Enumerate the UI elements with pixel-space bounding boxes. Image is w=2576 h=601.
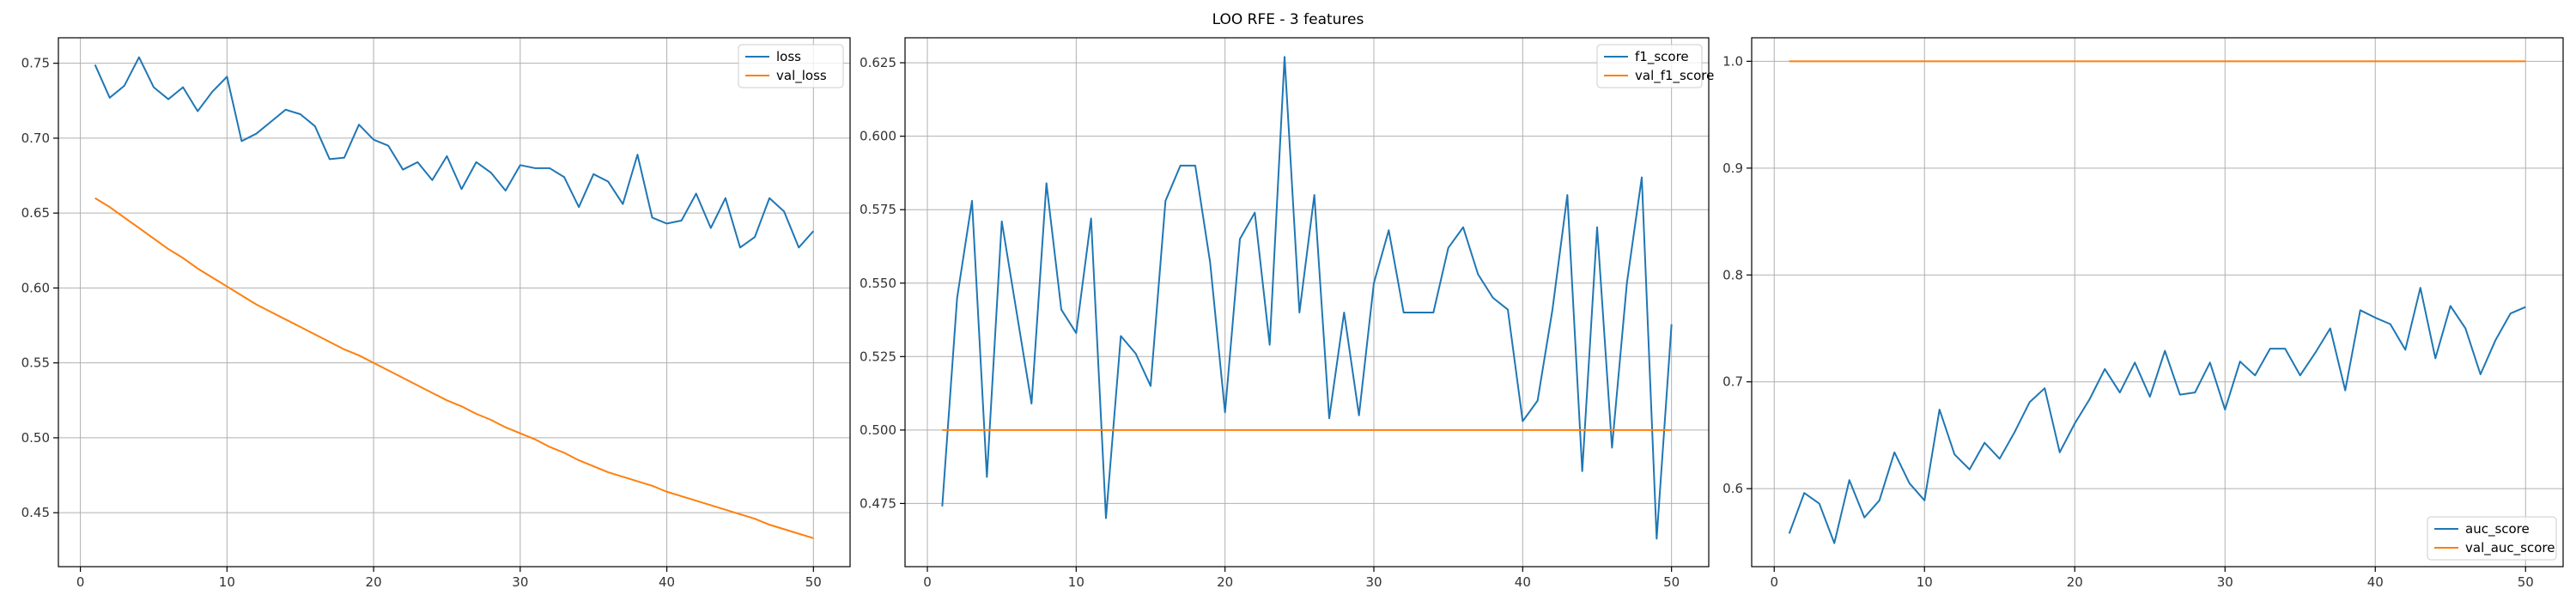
- x-tick-label: 40: [659, 574, 675, 590]
- y-tick-label: 0.550: [860, 276, 896, 291]
- y-tick-label: 0.6: [1722, 481, 1743, 496]
- y-tick-label: 0.9: [1722, 161, 1743, 176]
- y-tick-label: 0.8: [1722, 267, 1743, 282]
- x-tick-label: 0: [76, 574, 85, 590]
- x-tick-label: 0: [923, 574, 932, 590]
- y-tick-label: 0.75: [21, 56, 50, 71]
- series-line-f1-score: [941, 56, 1673, 540]
- y-tick-label: 0.625: [860, 55, 896, 70]
- legend: loss val_loss: [738, 44, 844, 88]
- y-tick-label: 0.525: [860, 349, 896, 364]
- legend-entry-loss: loss: [776, 49, 801, 64]
- legend: f1_score val_f1_score: [1596, 44, 1714, 88]
- y-tick-label: 0.7: [1722, 374, 1743, 390]
- x-tick-label: 50: [2518, 574, 2534, 590]
- chart-panel-2: 0 10 20 30 40 50 0.475 0.500 0.525 0.550 0.575 0.60…: [860, 37, 1714, 590]
- axes-frame: [58, 37, 851, 568]
- x-tick-label: 40: [1515, 574, 1531, 590]
- y-tick-label: 0.60: [21, 280, 50, 295]
- x-tick-label: 20: [366, 574, 382, 590]
- x-tick-label: 10: [1917, 574, 1933, 590]
- chart-panel-3: 0 10 20 30 40 50 0.6 0.7 0.8 0.9 1.0 auc_score val_a…: [1722, 37, 2564, 590]
- x-tick-label: 10: [1068, 574, 1084, 590]
- y-tick-label: 0.500: [860, 422, 896, 438]
- y-tick-label: 0.600: [860, 129, 896, 144]
- axes-frame: [1751, 37, 2564, 568]
- legend-box: [738, 44, 844, 88]
- y-tick-label: 0.55: [21, 355, 50, 371]
- legend-box: [2427, 516, 2557, 561]
- legend-entry-val-f1-score: val_f1_score: [1635, 68, 1714, 84]
- x-tick-label: 0: [1770, 574, 1778, 590]
- y-tick-label: 1.0: [1722, 53, 1743, 69]
- figure-title: LOO RFE - 3 features: [1212, 11, 1364, 28]
- series-line-loss: [94, 56, 815, 249]
- legend-entry-auc-score: auc_score: [2465, 521, 2530, 537]
- x-tick-label: 20: [1217, 574, 1233, 590]
- legend-entry-val-auc-score: val_auc_score: [2465, 540, 2555, 556]
- series-line-val-loss: [94, 197, 814, 539]
- y-tick-label: 0.50: [21, 430, 50, 446]
- x-tick-label: 30: [2217, 574, 2233, 590]
- y-tick-label: 0.65: [21, 205, 50, 221]
- x-tick-label: 30: [512, 574, 528, 590]
- x-tick-label: 10: [219, 574, 235, 590]
- chart-panels: 0 10 20 30 40 500.450.500.550.600.650.700.75 l…: [21, 37, 2564, 590]
- legend-entry-val-loss: val_loss: [776, 68, 827, 84]
- x-tick-label: 50: [1663, 574, 1680, 590]
- y-tick-label: 0.475: [860, 495, 896, 511]
- y-tick-label: 0.575: [860, 202, 896, 217]
- chart-panel-1: 0 10 20 30 40 50 0.45 0.50 0.55 0.60 0.65 0.70 0.75 l…: [21, 37, 851, 590]
- y-tick-label: 0.45: [21, 505, 50, 520]
- axes-frame: [904, 37, 1710, 568]
- x-tick-label: 40: [2367, 574, 2384, 590]
- x-tick-label: 50: [805, 574, 822, 590]
- legend-box: [1596, 44, 1703, 88]
- legend: auc_score val_auc_score: [2427, 516, 2557, 561]
- series-line-auc-score: [1788, 287, 2526, 544]
- y-tick-label: 0.70: [21, 131, 50, 146]
- x-tick-label: 20: [2067, 574, 2083, 590]
- legend-entry-f1-score: f1_score: [1635, 49, 1689, 65]
- x-tick-label: 30: [1365, 574, 1382, 590]
